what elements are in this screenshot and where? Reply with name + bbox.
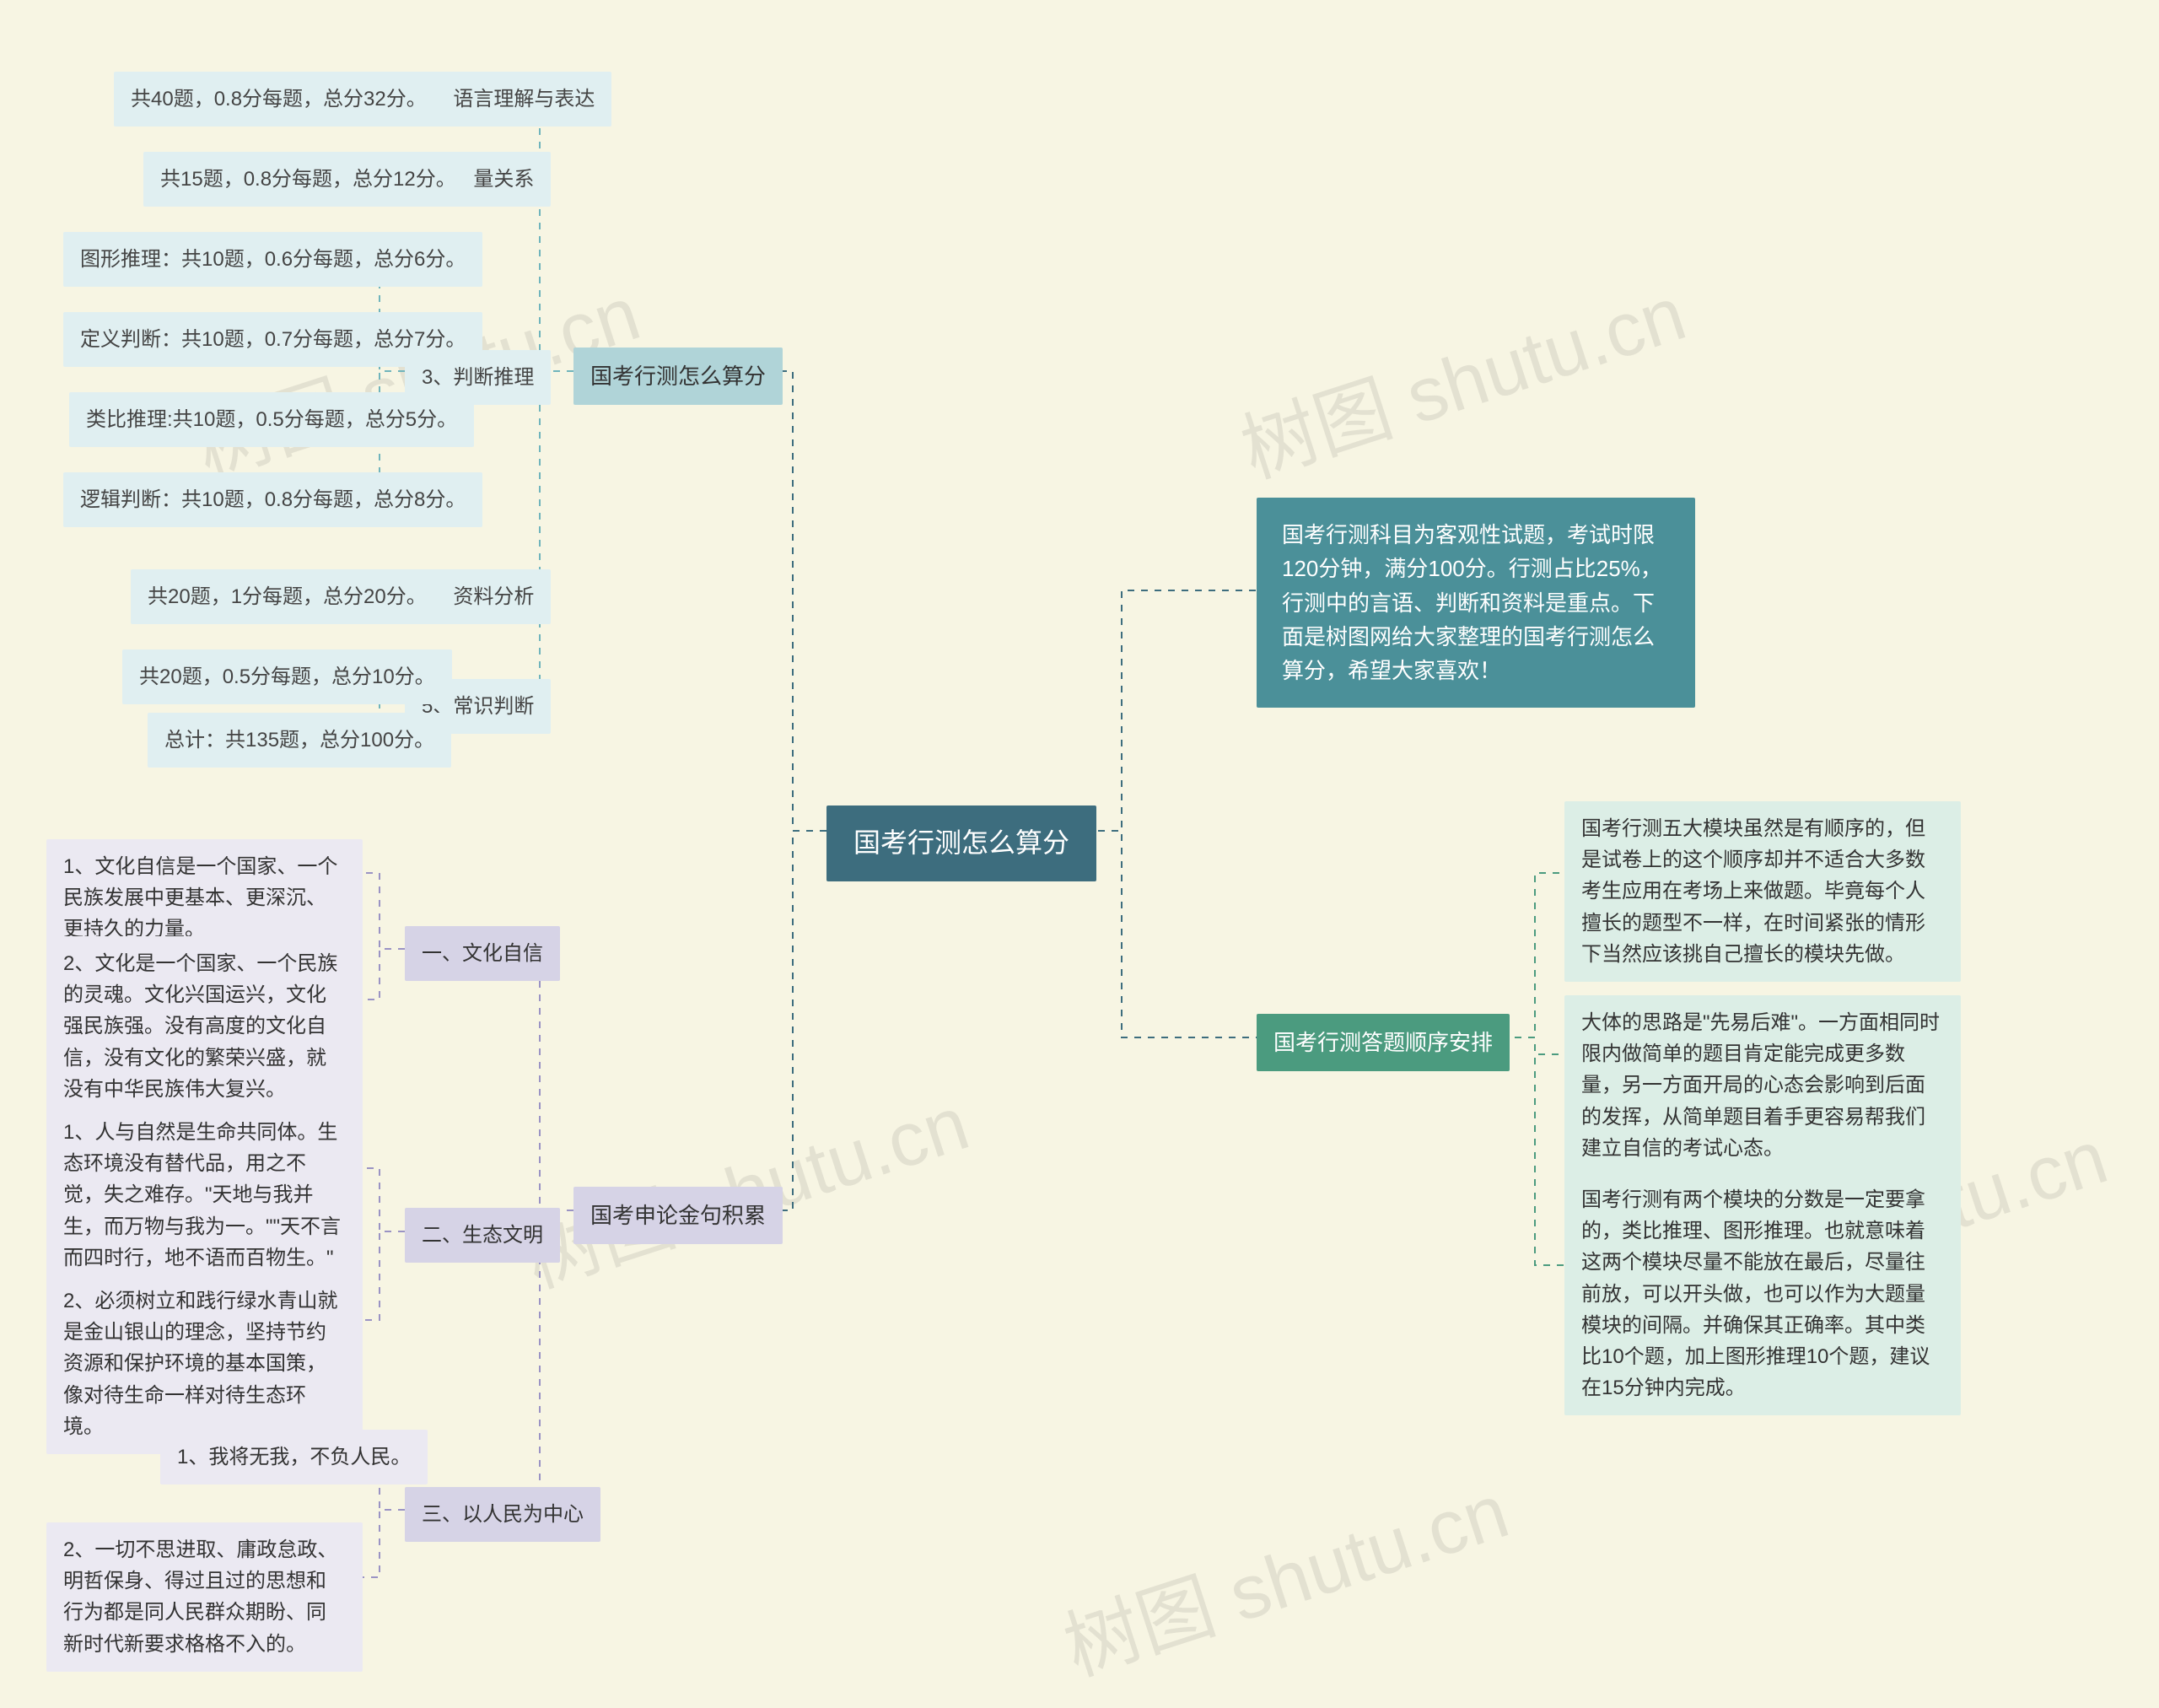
- root-node[interactable]: 国考行测怎么算分: [826, 806, 1096, 881]
- scoring-item-3-detail-3: 逻辑判断：共10题，0.8分每题，总分8分。: [63, 472, 482, 527]
- order-detail-0: 国考行测五大模块虽然是有顺序的，但是试卷上的这个顺序却并不适合大多数考生应用在考…: [1564, 801, 1961, 982]
- scoring-branch[interactable]: 国考行测怎么算分: [573, 348, 783, 405]
- watermark: 树图 shutu.cn: [1225, 252, 1697, 498]
- essay-topic-1[interactable]: 一、文化自信: [405, 926, 560, 981]
- scoring-item-3-detail-0: 图形推理：共10题，0.6分每题，总分6分。: [63, 232, 482, 287]
- essay-topic-3[interactable]: 三、以人民为中心: [405, 1487, 600, 1542]
- essay-topic-3-detail-0: 1、我将无我，不负人民。: [160, 1430, 428, 1484]
- order-branch[interactable]: 国考行测答题顺序安排: [1257, 1014, 1510, 1071]
- essay-topic-1-detail-1: 2、文化是一个国家、一个民族的灵魂。文化兴国运兴，文化强民族强。没有高度的文化自…: [46, 936, 363, 1117]
- order-detail-2: 国考行测有两个模块的分数是一定要拿的，类比推理、图形推理。也就意味着这两个模块尽…: [1564, 1172, 1961, 1415]
- scoring-item-5-detail-0: 共20题，0.5分每题，总分10分。: [122, 649, 452, 704]
- scoring-item-5-detail-1: 总计：共135题，总分100分。: [148, 713, 451, 768]
- scoring-item-2-detail: 共15题，0.8分每题，总分12分。: [143, 152, 473, 207]
- scoring-item-3-detail-1: 定义判断：共10题，0.7分每题，总分7分。: [63, 312, 482, 367]
- intro-text: 国考行测科目为客观性试题，考试时限120分钟，满分100分。行测占比25%，行测…: [1257, 498, 1695, 708]
- essay-topic-2[interactable]: 二、生态文明: [405, 1208, 560, 1263]
- essay-topic-3-detail-1: 2、一切不思进取、庸政怠政、明哲保身、得过且过的思想和行为都是同人民群众期盼、同…: [46, 1522, 363, 1672]
- scoring-item-4-detail: 共20题，1分每题，总分20分。: [131, 569, 444, 624]
- essay-topic-2-detail-1: 2、必须树立和践行绿水青山就是金山银山的理念，坚持节约资源和保护环境的基本国策，…: [46, 1274, 363, 1454]
- watermark: 树图 shutu.cn: [509, 1062, 980, 1308]
- order-detail-1: 大体的思路是"先易后难"。一方面相同时限内做简单的题目肯定能完成更多数量，另一方…: [1564, 995, 1961, 1176]
- watermark: 树图 shutu.cn: [1048, 1450, 1520, 1696]
- scoring-item-1-detail: 共40题，0.8分每题，总分32分。: [114, 72, 444, 127]
- essay-topic-2-detail-0: 1、人与自然是生命共同体。生态环境没有替代品，用之不觉，失之难存。"天地与我并生…: [46, 1105, 363, 1285]
- essay-branch[interactable]: 国考申论金句积累: [573, 1187, 783, 1244]
- scoring-item-3-detail-2: 类比推理:共10题，0.5分每题，总分5分。: [69, 392, 474, 447]
